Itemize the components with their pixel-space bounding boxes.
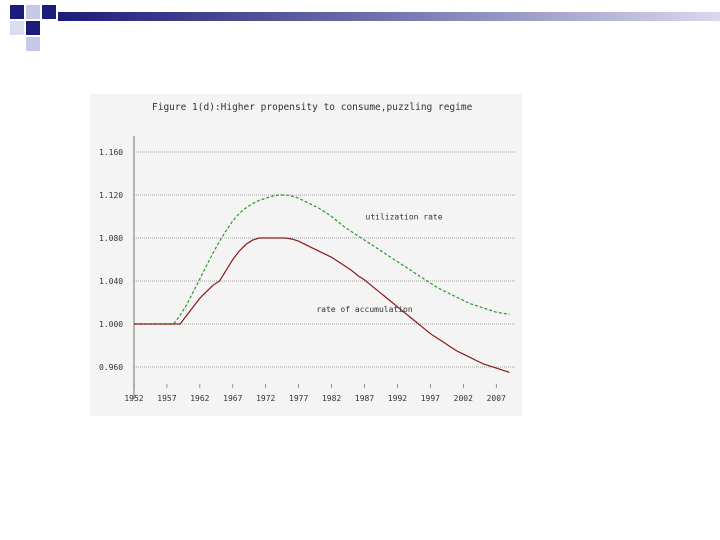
corner-square-decoration bbox=[42, 5, 56, 19]
line-chart: Figure 1(d):Higher propensity to consume… bbox=[99, 102, 516, 403]
corner-square-decoration bbox=[26, 37, 40, 51]
y-tick-label: 1.160 bbox=[99, 148, 123, 157]
corner-square-decoration bbox=[26, 5, 40, 19]
x-tick-label: 1982 bbox=[322, 394, 341, 403]
x-tick-label: 1962 bbox=[190, 394, 209, 403]
y-axis-ticks: 1.160 1.120 1.080 1.040 1.000 0.960 bbox=[99, 148, 123, 372]
series-layer bbox=[134, 194, 510, 373]
y-tick-label: 1.080 bbox=[99, 234, 123, 243]
x-tick-label: 1967 bbox=[223, 394, 242, 403]
chart-panel: Figure 1(d):Higher propensity to consume… bbox=[90, 94, 522, 416]
y-tick-label: 1.000 bbox=[99, 320, 123, 329]
y-tick-label: 0.960 bbox=[99, 363, 123, 372]
annotation-label: utilization rate bbox=[366, 213, 443, 222]
corner-square-decoration bbox=[26, 21, 40, 35]
y-tick-label: 1.040 bbox=[99, 277, 123, 286]
x-tick-label: 1977 bbox=[289, 394, 308, 403]
x-tick-label: 2002 bbox=[454, 394, 473, 403]
x-axis-ticks: 1952 1957 1962 1967 1972 1977 1982 1987 1992 1997… bbox=[124, 384, 506, 403]
y-tick-label: 1.120 bbox=[99, 191, 123, 200]
series-line-utilization-rate bbox=[134, 194, 510, 325]
x-tick-label: 1957 bbox=[157, 394, 176, 403]
annotation-layer: utilization rate rate of accumulation bbox=[316, 213, 442, 314]
x-tick-label: 1992 bbox=[388, 394, 407, 403]
x-tick-label: 2007 bbox=[487, 394, 506, 403]
grid-layer bbox=[133, 136, 516, 399]
header-gradient-bar bbox=[58, 12, 720, 21]
corner-square-decoration bbox=[10, 5, 24, 19]
corner-square-decoration bbox=[10, 21, 24, 35]
x-tick-label: 1987 bbox=[355, 394, 374, 403]
chart-title: Figure 1(d):Higher propensity to consume… bbox=[152, 102, 473, 113]
x-tick-label: 1972 bbox=[256, 394, 275, 403]
x-tick-label: 1997 bbox=[421, 394, 440, 403]
series-line-rate-of-accumulation bbox=[134, 237, 510, 373]
x-tick-label: 1952 bbox=[124, 394, 143, 403]
annotation-label: rate of accumulation bbox=[316, 305, 413, 314]
